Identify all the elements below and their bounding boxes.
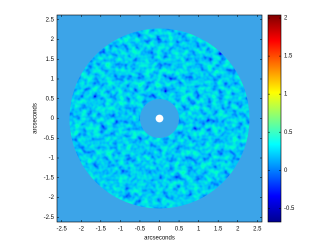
- y-tick-label: 0.5: [46, 96, 55, 102]
- x-tick-label: 1: [197, 227, 201, 233]
- colorbar-tick-label: -0.5: [284, 206, 295, 212]
- y-tick-label: -0.5: [44, 136, 55, 142]
- y-tick-label: 1.5: [46, 57, 55, 63]
- y-tick-label: 2: [51, 37, 55, 43]
- y-tick-label: 1: [51, 77, 55, 83]
- colorbar-tick-label: 2: [284, 16, 288, 22]
- x-tick-label: -2: [79, 227, 85, 233]
- x-tick-label: -1: [118, 227, 124, 233]
- x-tick-label: 0.5: [175, 227, 184, 233]
- center-dot: [155, 114, 164, 123]
- y-tick-label: -2.5: [44, 215, 55, 221]
- y-tick-label: -2: [49, 195, 55, 201]
- x-tick-label: 2: [236, 227, 240, 233]
- x-tick-label: -0.5: [135, 227, 146, 233]
- x-tick-label: -1.5: [96, 227, 107, 233]
- y-axis-label: arcseconds: [33, 103, 39, 134]
- x-tick-label: 2.5: [253, 227, 262, 233]
- x-tick-label: 0: [158, 227, 162, 233]
- y-tick-label: 0: [51, 116, 55, 122]
- y-tick-label: -1: [49, 156, 55, 162]
- x-tick-label: -2.5: [57, 227, 68, 233]
- colorbar-tick-label: 0.5: [284, 130, 293, 136]
- colorbar-tick-label: 0: [284, 168, 288, 174]
- x-axis-label: arcseconds: [144, 236, 175, 242]
- colorbar-tick-label: 1.5: [284, 54, 293, 60]
- y-tick-label: -1.5: [44, 175, 55, 181]
- colorbar-tick-label: 1: [284, 92, 288, 98]
- y-tick-label: 2.5: [46, 17, 55, 23]
- x-tick-label: 1.5: [214, 227, 223, 233]
- colorbar: [267, 14, 282, 223]
